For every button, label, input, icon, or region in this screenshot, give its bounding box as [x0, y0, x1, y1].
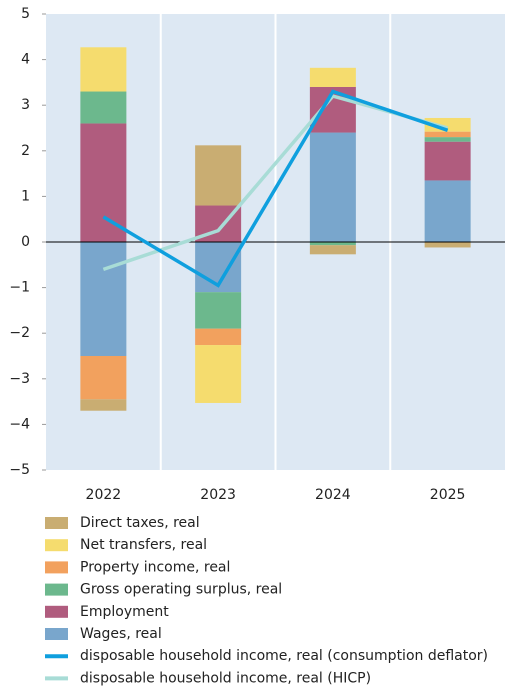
legend-swatch	[45, 539, 68, 552]
legend-swatch	[45, 628, 68, 640]
bar-segment	[424, 137, 471, 142]
bar-segment	[80, 356, 127, 400]
bar-segment	[424, 180, 471, 242]
legend-label: Gross operating surplus, real	[80, 582, 282, 598]
x-tick-label: 2024	[315, 487, 351, 503]
bar-segment	[80, 91, 127, 124]
y-tick-label: 5	[21, 6, 30, 22]
x-tick-label: 2022	[86, 487, 122, 503]
bar-segment	[424, 242, 471, 248]
y-tick-label: 1	[21, 188, 30, 204]
legend-label: Wages, real	[80, 626, 162, 642]
legend-swatch	[45, 583, 68, 596]
x-tick-label: 2023	[200, 487, 236, 503]
bar-segment	[309, 242, 356, 246]
legend-label: Net transfers, real	[80, 537, 207, 553]
legend-label: disposable household income, real (HICP)	[80, 670, 371, 686]
y-tick-label: 4	[21, 52, 30, 68]
bar-segment	[195, 345, 242, 403]
y-tick-label: −5	[9, 462, 30, 478]
legend-label: disposable household income, real (consu…	[80, 648, 488, 664]
legend-label: Employment	[80, 604, 169, 620]
bar-segment	[80, 47, 127, 92]
legend-label: Property income, real	[80, 559, 230, 575]
bar-segment	[309, 67, 356, 87]
x-tick-label: 2025	[430, 487, 466, 503]
bar-segment	[195, 145, 242, 206]
y-tick-label: −4	[9, 416, 30, 432]
y-tick-label: −3	[9, 371, 30, 387]
bar-segment	[195, 328, 242, 346]
legend-label: Direct taxes, real	[80, 515, 200, 531]
legend-swatch	[45, 517, 68, 529]
legend-swatch	[45, 605, 68, 618]
bar-segment	[424, 131, 471, 138]
line	[102, 89, 449, 288]
y-tick-label: 0	[21, 234, 30, 250]
y-tick-label: 2	[21, 143, 30, 159]
bar-segment	[195, 292, 242, 329]
bar-segment	[424, 141, 471, 181]
bar-segment	[80, 399, 127, 411]
bar-segment	[309, 245, 356, 255]
bar-segment	[309, 132, 356, 242]
bar-segment	[80, 123, 127, 242]
bar-segment	[80, 242, 127, 356]
y-tick-label: 3	[21, 97, 30, 113]
y-tick-label: −2	[9, 325, 30, 341]
legend-swatch	[45, 561, 68, 574]
y-tick-label: −1	[9, 280, 30, 296]
